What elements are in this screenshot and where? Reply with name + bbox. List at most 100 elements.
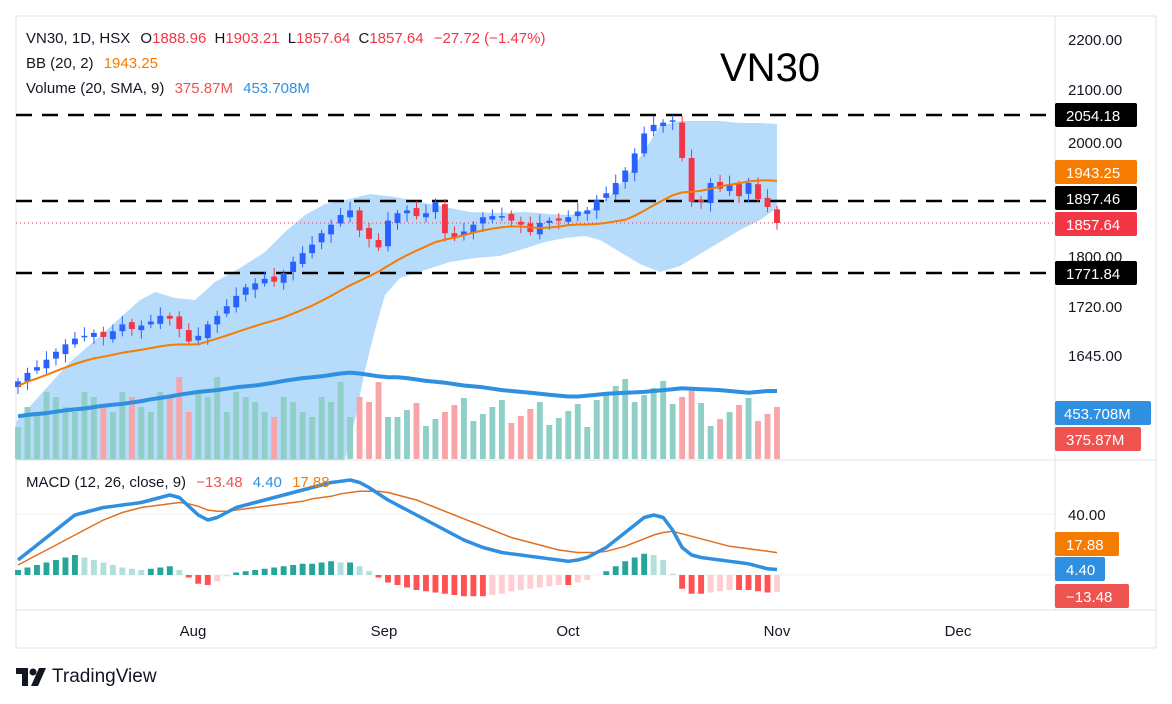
macd-hist-bar [536,575,543,588]
macd-hist-bar [90,560,97,575]
volume-bar [736,405,742,459]
candle-body [774,209,780,223]
macd-hist-bar [498,575,505,594]
macd-hist-bar [470,575,477,597]
candle-body [271,276,278,282]
macd-hist-bar [242,571,249,575]
ohlc-h: H [214,30,226,47]
volume-bar [119,392,126,459]
volume-bar [53,397,59,459]
candle-body [347,210,354,218]
tradingview-logo[interactable]: TradingView [16,666,157,688]
volume-bar [100,407,107,459]
ohlc-o-value: 1888.96 [152,30,207,47]
candle-body [34,367,40,371]
candle-body [650,124,657,132]
candle-body [707,183,714,203]
macd-hist-bar [157,567,164,575]
macd-hist-bar [271,567,278,575]
volume-bar [432,419,439,459]
macd-hist-bar [764,575,771,593]
candle-body [717,181,724,189]
candle-body [309,244,316,254]
macd-hist-bar [109,565,116,575]
volume-bar [498,400,505,459]
volume-bar [565,411,572,459]
macd-hist-bar [223,575,230,577]
candle-body [109,331,116,340]
volume-bar [479,414,486,459]
volume-bar [204,397,211,459]
volume-bar [394,417,401,459]
volume-bar [299,412,306,459]
macd-hist-bar [366,571,372,575]
candle-body [176,316,183,329]
bb-label: BB (20, 2) [26,55,94,72]
candle-body [745,183,752,194]
candle-body [517,221,524,225]
volume-bar [195,392,202,459]
candle-body [555,218,562,221]
candle-body [413,208,420,217]
volume-bar [81,392,88,459]
macd-hist-bar [479,575,486,597]
candle-body [15,381,21,388]
macd-hist-bar [404,575,410,588]
macd-hist-bar [328,561,335,575]
macd-hist-bar [81,557,88,575]
volume-bar [470,421,477,459]
candle-body [195,335,202,341]
candle-body [622,170,629,182]
macd-hist-bar [413,575,420,590]
candle-body [233,295,240,308]
volume-bar [90,397,97,459]
macd-hist-bar [546,575,553,587]
candle-body [147,321,154,325]
volume-bar [43,392,50,459]
candle-body [546,220,553,223]
candle-body [764,197,771,207]
volume-bar [280,397,287,459]
macd-signal-line [17,490,778,566]
x-tick: Sep [371,623,398,640]
vol-sma-tag: 453.708M [1064,406,1131,423]
macd-hist-bar [43,562,50,575]
candle-body [138,325,145,331]
volume-bar [271,417,278,459]
bb-value: 1943.25 [103,55,158,72]
macd-hist-bar [489,575,496,595]
volume-bar [138,407,145,459]
macd-hist-bar [707,575,714,593]
macd-hist-bar [755,575,761,592]
macd-hist-bar [62,557,69,575]
candle-body [90,332,97,337]
macd-hist-bar [612,566,619,575]
volume-bar [309,417,316,459]
macd-hist-bar [138,570,145,575]
macd-hist-bar [318,562,325,575]
macd-hist-bar [517,575,524,590]
macd-hist-bar [195,575,202,584]
candle-body [242,287,249,295]
y-tick: 1645.00 [1068,348,1122,365]
candle-body [128,322,135,329]
candle-body [100,331,107,337]
price-axis: 2200.00 2100.00 2000.00 1800.00 1720.00 … [1068,32,1122,524]
volume-bar [460,398,467,459]
macd-line-value: 4.40 [252,474,282,491]
x-tick: Oct [556,623,580,640]
candle-body [565,217,572,222]
volume-bar [527,409,534,459]
candle-body [736,184,742,197]
macd-hist-bar [176,570,183,575]
candle-body [423,213,429,218]
volume-bar [109,412,116,459]
level-tag-1897: 1897.46 [1066,191,1120,208]
macd-hist-bar [290,565,297,575]
macd-y-tick: 40.00 [1068,507,1106,524]
candle-body [318,233,325,243]
y-tick: 2200.00 [1068,32,1122,49]
macd-hist-bar [185,575,192,578]
candle-body [53,351,59,359]
time-axis: Aug Sep Oct Nov Dec [180,623,972,640]
